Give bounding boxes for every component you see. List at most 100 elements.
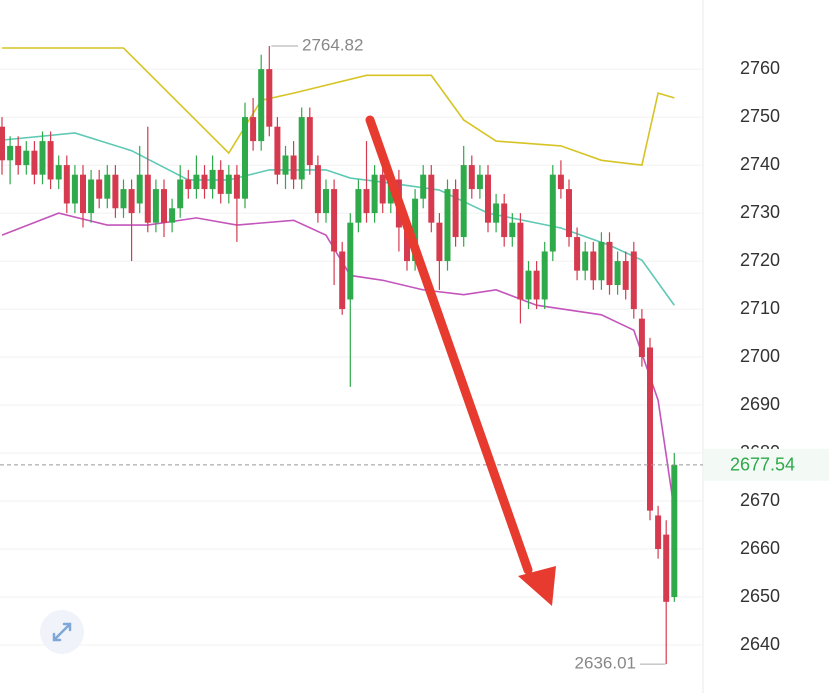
y-tick-label: 2640 [740,634,780,654]
candle-body [161,189,167,223]
arrow-head [518,566,556,606]
candle-body [120,189,127,209]
candle-body [606,241,613,286]
candle-body [63,165,70,204]
candle-body [363,189,370,214]
candle-body [339,251,346,310]
candle-body [517,222,524,300]
candle-body [533,270,540,300]
candle-body [557,174,564,190]
candle-body [290,155,297,180]
candle-body [501,203,508,238]
candle-body [525,270,532,300]
candle-body [104,174,111,199]
y-tick-label: 2650 [740,586,780,606]
candle-body [355,189,362,223]
high-label: 2764.82 [302,35,363,54]
candle-body [590,251,597,281]
y-tick-label: 2750 [740,106,780,126]
trend-arrow [365,115,556,606]
candle-body [663,534,670,602]
candle-body [314,165,321,214]
y-tick-label: 2720 [740,250,780,270]
candle-body [274,126,281,175]
candle-body [250,117,257,142]
candle-body [88,179,95,214]
candle-body [298,117,305,180]
candle-body [655,515,662,550]
candle-body [177,179,184,209]
band-line [2,47,675,166]
candle-body [71,174,78,204]
candle-body [306,117,313,166]
y-tick-label: 2740 [740,154,780,174]
candle-body [31,150,38,175]
expand-button[interactable] [40,610,84,654]
candle-body [331,189,338,252]
candle-body [47,141,54,180]
candle-body [485,174,491,223]
candle-body [347,222,354,300]
candle-body [242,117,248,199]
y-tick-label: 2730 [740,202,780,222]
candle-body [444,189,451,262]
candle-body [452,189,459,238]
candle-body [233,174,240,199]
candle-body [371,174,378,214]
low-label: 2636.01 [575,654,636,673]
grid [0,68,703,646]
candle-body [630,251,637,310]
candle-body [201,174,208,190]
candles [0,45,678,665]
candle-body [169,208,176,223]
candle-body [574,237,581,271]
expand-icon[interactable] [52,622,72,642]
last-price-label: 2677.54 [730,455,795,475]
candle-body [582,251,589,271]
candle-body [638,318,645,358]
candle-body [217,169,224,194]
candle-body [258,69,265,142]
candle-body [7,145,14,161]
band-line [1,132,675,306]
candle-body [598,241,605,281]
candle-body [144,174,151,223]
y-tick-label: 2760 [740,58,780,78]
y-axis: 2640265026602670268026902700271027202730… [740,58,780,654]
y-tick-label: 2670 [740,490,780,510]
candle-body [282,155,289,175]
y-tick-label: 2660 [740,538,780,558]
candle-body [266,69,273,127]
candle-body [476,174,483,190]
candle-body [614,261,621,286]
candle-body [39,141,46,175]
candle-body [541,251,548,300]
candle-body [420,174,427,199]
candle-body [96,179,103,199]
candle-body [468,165,475,190]
candle-body [0,126,5,161]
y-tick-label: 2710 [740,298,780,318]
candle-body [379,174,386,204]
candle-body [493,203,500,223]
y-tick-label: 2700 [740,346,780,366]
candle-body [323,189,329,214]
arrow-shaft [365,115,533,575]
candle-body [185,179,192,190]
candle-body [128,189,135,214]
candle-body [566,189,572,238]
candle-body [460,165,467,238]
candle-body [80,174,86,214]
last-price-tag [704,448,829,481]
y-tick-label: 2690 [740,394,780,414]
candle-body [622,261,629,290]
candle-body [193,174,200,190]
candle-body [23,150,30,166]
candle-body [428,174,435,223]
candle-body [112,174,119,209]
candle-body [225,174,232,194]
candle-body [15,145,22,166]
candle-body [509,222,516,238]
